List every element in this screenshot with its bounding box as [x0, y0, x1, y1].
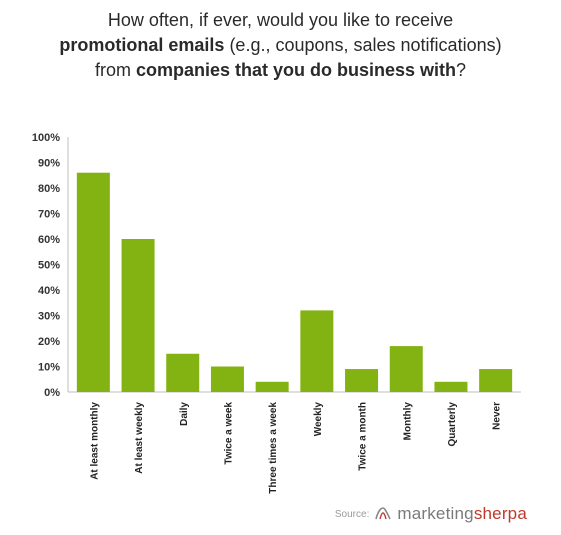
y-tick-label: 50%	[38, 260, 60, 272]
chart-title: How often, if ever, would you like to re…	[0, 8, 561, 83]
title-line-2-bold: promotional emails	[59, 35, 225, 55]
bar-chart: 0% 10% 20% 30% 40% 50% 60% 70% 80% 90% 100% At lea…	[32, 132, 521, 494]
x-tick-label: At least weekly	[134, 402, 145, 474]
y-tick-label: 10%	[38, 362, 60, 374]
x-axis-labels: At least monthly At least weekly Daily Twic…	[89, 402, 502, 494]
brand-name: marketingsherpa	[397, 504, 527, 524]
y-tick-label: 70%	[38, 209, 60, 221]
title-line-3-pre: from	[94, 60, 136, 80]
title-line-2: promotional emails (e.g., coupons, sales…	[0, 33, 561, 58]
title-line-1: How often, if ever, would you like to re…	[107, 10, 454, 30]
y-tick-label: 20%	[38, 336, 60, 348]
y-tick-label: 80%	[38, 183, 60, 195]
bar	[76, 172, 110, 392]
title-line-3: from companies that you do business with…	[0, 58, 561, 83]
x-tick-label: At least monthly	[89, 402, 100, 480]
x-tick-label: Twice a week	[223, 402, 234, 465]
y-tick-label: 40%	[38, 285, 60, 297]
bar	[255, 381, 289, 392]
y-tick-label: 60%	[38, 234, 60, 246]
bars	[76, 172, 513, 392]
marketingsherpa-logo-icon	[375, 507, 392, 520]
title-line-2-rest: (e.g., coupons, sales notifications)	[224, 35, 502, 55]
x-tick-label: Quarterly	[447, 402, 458, 447]
bar	[345, 369, 379, 392]
brand-name-part-1: marketing	[397, 504, 474, 523]
title-line-3-bold: companies that you do business with	[135, 60, 457, 80]
bar	[300, 310, 334, 392]
x-tick-label: Daily	[179, 402, 190, 426]
source-label: Source:	[334, 508, 370, 520]
title-line-3-post: ?	[456, 60, 467, 80]
x-tick-label: Never	[492, 402, 503, 430]
y-tick-label: 0%	[44, 387, 60, 399]
y-tick-label: 100%	[32, 132, 60, 144]
bar	[479, 369, 513, 392]
y-axis: 0% 10% 20% 30% 40% 50% 60% 70% 80% 90% 100%	[32, 132, 60, 399]
bar	[121, 239, 155, 392]
bar	[166, 353, 200, 392]
x-tick-label: Weekly	[313, 402, 324, 437]
bar	[389, 346, 423, 392]
y-tick-label: 90%	[38, 158, 60, 170]
bar	[434, 381, 468, 392]
y-tick-label: 30%	[38, 311, 60, 323]
x-tick-label: Monthly	[402, 402, 413, 441]
bar	[210, 366, 244, 392]
x-tick-label: Twice a month	[358, 402, 369, 471]
x-tick-label: Three times a week	[268, 402, 279, 494]
brand-name-part-2: sherpa	[473, 504, 527, 523]
source-credit: Source: marketingsherpa	[335, 504, 527, 524]
